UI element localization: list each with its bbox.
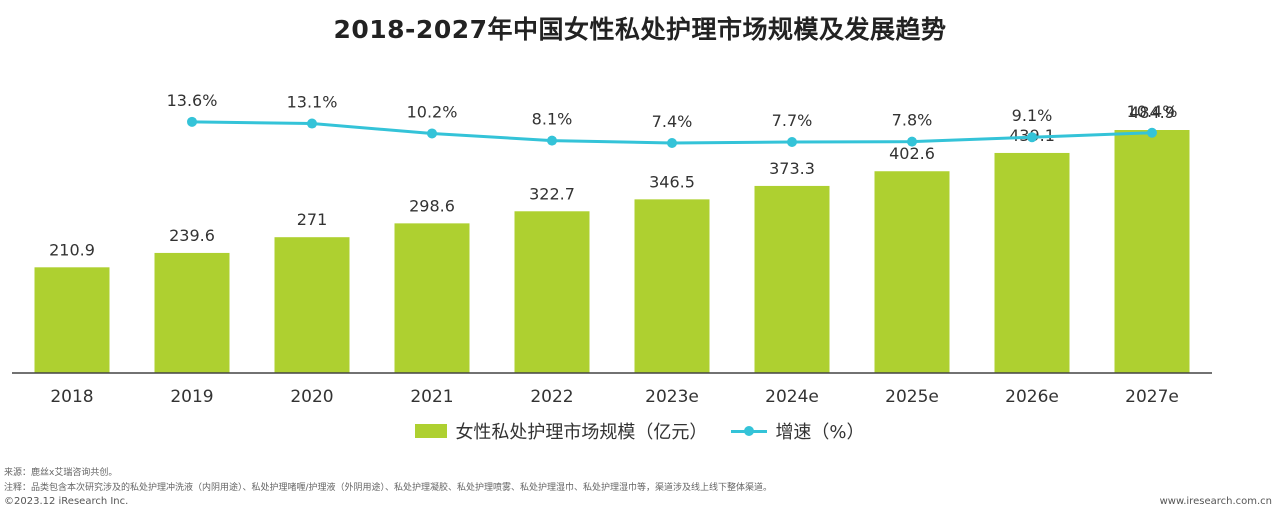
- growth-label-2023e: 7.4%: [652, 112, 693, 131]
- growth-point-2019: [187, 116, 197, 127]
- bar-2020: [274, 237, 350, 373]
- market-size-chart: 210.9239.6271298.6322.7346.5373.3402.643…: [12, 91, 1212, 407]
- legend-bar-label: 女性私处护理市场规模（亿元）: [455, 422, 708, 443]
- growth-point-2023e: [667, 137, 677, 148]
- bars-layer: 210.9239.6271298.6322.7346.5373.3402.643…: [34, 103, 1190, 373]
- legend-bar-swatch: [415, 424, 448, 438]
- bar-2019: [154, 252, 230, 373]
- x-tick-label-2026e: 2026e: [1005, 387, 1059, 407]
- growth-point-2025e: [907, 136, 917, 147]
- bar-value-label-2022: 322.7: [529, 184, 575, 203]
- x-tick-label-2027e: 2027e: [1125, 387, 1179, 407]
- growth-point-2021: [427, 128, 437, 139]
- bar-2026e: [994, 152, 1070, 373]
- growth-label-2022: 8.1%: [532, 110, 573, 129]
- legend-line-swatch: [731, 424, 768, 438]
- x-tick-labels: 2018 2019 2020 2021 2022 2023e 2024e 2025e 2026e…: [50, 387, 1179, 407]
- bar-2021: [394, 223, 470, 373]
- growth-label-2021: 10.2%: [407, 102, 458, 121]
- growth-label-2025e: 7.8%: [892, 111, 933, 130]
- growth-point-2020: [307, 118, 317, 129]
- bar-2023e: [634, 199, 710, 373]
- legend-line-label: 增速（%）: [775, 422, 865, 443]
- bar-2027e: [1114, 130, 1190, 373]
- x-tick-label-2023e: 2023e: [645, 387, 699, 407]
- growth-label-2019: 13.6%: [167, 91, 218, 110]
- growth-point-2026e: [1027, 132, 1037, 143]
- bar-value-label-2020: 271: [297, 210, 328, 229]
- copyright-text: ©2023.12 iResearch Inc.: [4, 496, 129, 507]
- bar-2022: [514, 211, 590, 373]
- bar-value-label-2018: 210.9: [49, 240, 95, 259]
- website-text: www.iresearch.com.cn: [1159, 496, 1272, 507]
- chart-legend: 女性私处护理市场规模（亿元） 增速（%）: [0, 418, 1280, 444]
- bar-2024e: [754, 185, 830, 373]
- x-tick-label-2022: 2022: [530, 387, 573, 407]
- bar-value-label-2021: 298.6: [409, 196, 455, 215]
- growth-point-2022: [547, 135, 557, 146]
- growth-label-2024e: 7.7%: [772, 111, 813, 130]
- bar-2018: [34, 267, 110, 373]
- growth-label-2020: 13.1%: [287, 93, 338, 112]
- bar-value-label-2027e: 484.9: [1129, 103, 1175, 122]
- annotation-note: 注释：品类包含本次研究涉及的私处护理冲洗液（内阴用途）、私处护理啫喱/护理液（外…: [4, 483, 773, 493]
- x-tick-label-2018: 2018: [50, 387, 93, 407]
- legend-item-market-size: 女性私处护理市场规模（亿元）: [415, 418, 707, 444]
- bar-value-label-2024e: 373.3: [769, 159, 815, 178]
- growth-label-2027e: 10.4%: [1127, 102, 1178, 121]
- x-tick-label-2021: 2021: [410, 387, 453, 407]
- growth-label-2026e: 9.1%: [1012, 106, 1053, 125]
- x-tick-label-2025e: 2025e: [885, 387, 939, 407]
- bar-value-label-2023e: 346.5: [649, 172, 695, 191]
- chart-title: 2018-2027年中国女性私处护理市场规模及发展趋势: [333, 15, 947, 44]
- legend-item-growth: 增速（%）: [731, 418, 865, 444]
- x-tick-label-2019: 2019: [170, 387, 213, 407]
- growth-line-layer: 13.6% 13.1% 10.2% 8.1% 7.4% 7.7% 7.8% 9.1% 10.4%: [167, 91, 1178, 148]
- bar-2025e: [874, 171, 950, 373]
- growth-point-2027e: [1147, 127, 1157, 138]
- source-note: 来源：鹿丝x艾瑞咨询共创。: [4, 468, 118, 478]
- bar-value-label-2019: 239.6: [169, 226, 215, 245]
- growth-point-2024e: [787, 136, 797, 147]
- bar-value-label-2025e: 402.6: [889, 144, 935, 163]
- x-tick-label-2024e: 2024e: [765, 387, 819, 407]
- x-tick-label-2020: 2020: [290, 387, 333, 407]
